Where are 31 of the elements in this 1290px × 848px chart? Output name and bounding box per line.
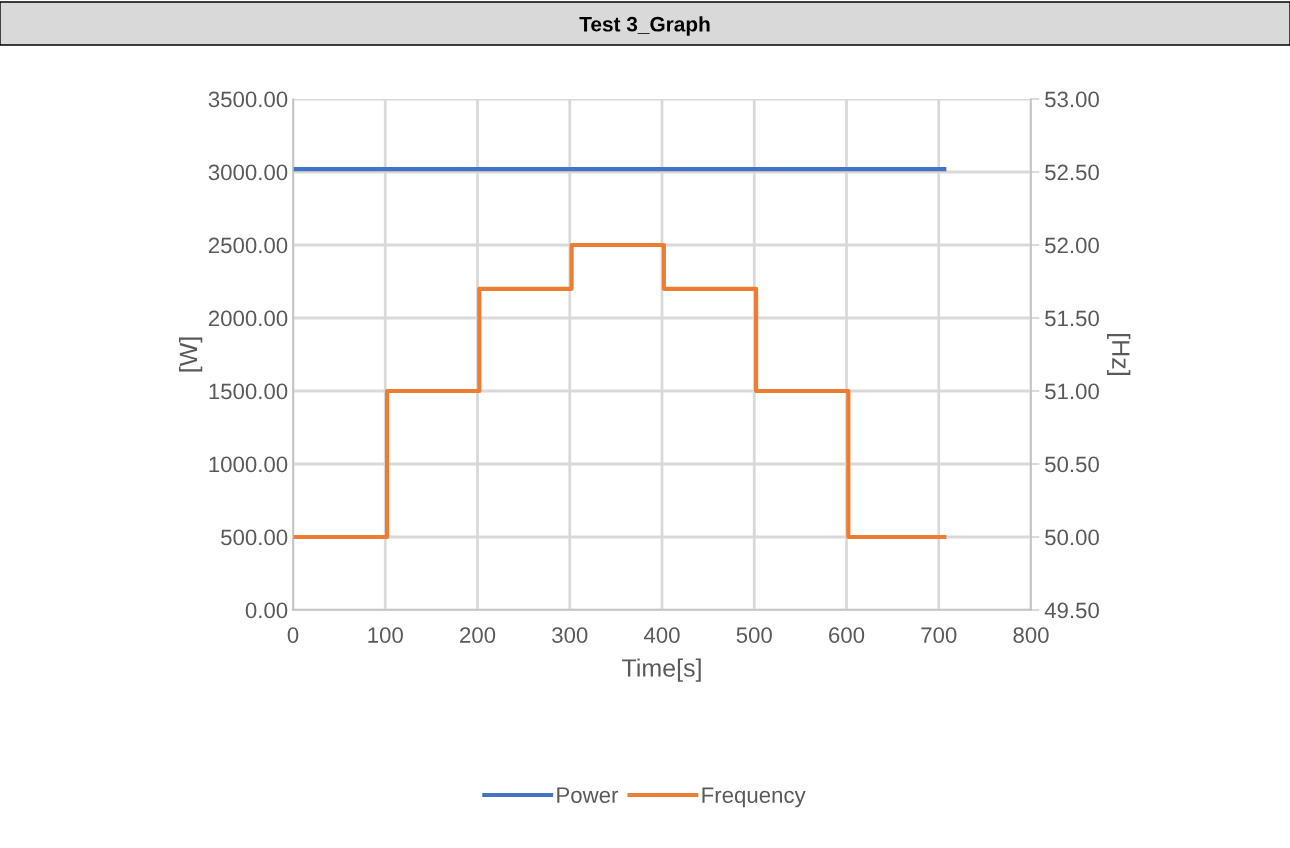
y-tick-label: 2000.00 <box>208 310 288 327</box>
y-tick-label: 500.00 <box>221 529 288 546</box>
y2-tick-label: 53.00 <box>1045 91 1099 108</box>
x-tick-label: 200 <box>460 627 496 643</box>
x-tick-label: 700 <box>921 627 957 643</box>
y2-tick-label: 52.00 <box>1045 237 1099 254</box>
y-tick-label: 1500.00 <box>209 383 288 400</box>
y-tick-label: 3500.00 <box>208 91 288 108</box>
y-tick-label: 3000.00 <box>208 164 288 181</box>
y2-axis-title: [Hz] <box>1107 334 1131 375</box>
x-tick-label: 300 <box>552 627 588 643</box>
y-tick-label: 2500.00 <box>208 237 288 254</box>
y-tick-label: 0.00 <box>245 602 288 619</box>
y2-tick-label: 51.50 <box>1045 310 1099 327</box>
y2-tick-label: 52.50 <box>1045 164 1099 181</box>
legend-label: Frequency <box>702 787 806 808</box>
x-tick-label: 500 <box>736 627 772 643</box>
chart-title: Test 3_Graph <box>579 16 710 36</box>
x-tick-label: 800 <box>1013 627 1049 643</box>
y2-tick-label: 50.00 <box>1045 529 1099 546</box>
x-tick-label: 600 <box>829 627 865 643</box>
y-tick-label: 1000.00 <box>209 456 288 473</box>
y2-tick-label: 50.50 <box>1045 456 1099 473</box>
legend-label: Power <box>557 787 619 803</box>
y-axis-title: [W] <box>178 337 203 372</box>
y2-tick-label: 51.00 <box>1045 383 1099 400</box>
y2-tick-label: 49.50 <box>1044 602 1099 619</box>
x-tick-label: 100 <box>368 627 403 643</box>
x-axis-title: Time[s] <box>622 658 701 682</box>
x-tick-label: 0 <box>287 627 299 643</box>
x-tick-label: 400 <box>643 627 680 643</box>
